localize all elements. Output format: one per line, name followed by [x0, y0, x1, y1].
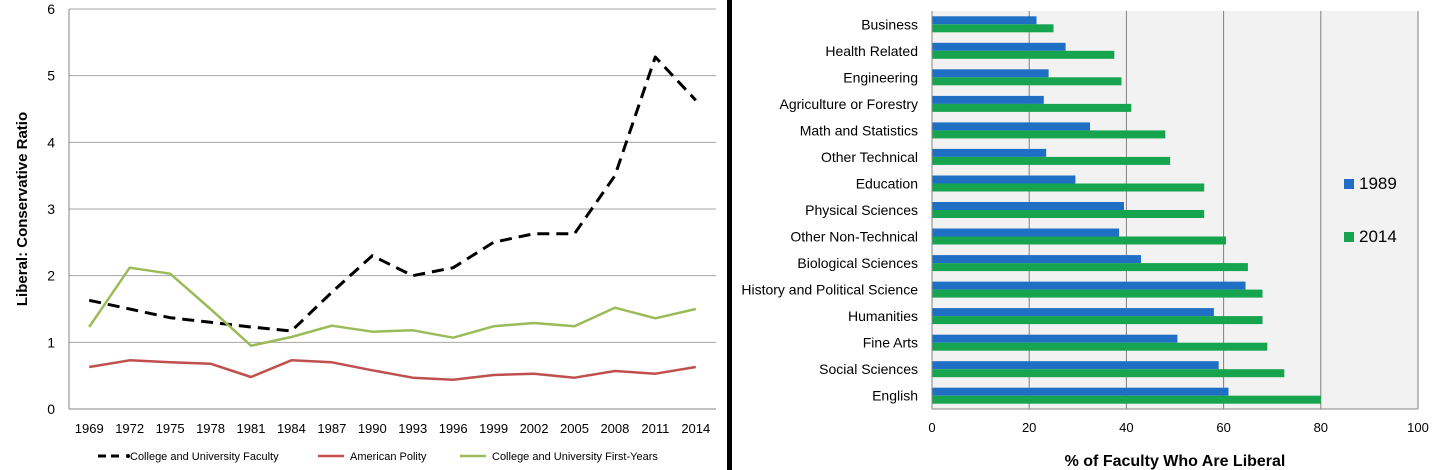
category-label: Business	[861, 16, 918, 32]
x-tick-label: 1993	[398, 421, 427, 436]
bar	[932, 156, 1171, 165]
x-tick-label: 1972	[115, 421, 144, 436]
bar	[932, 122, 1090, 131]
x-tick-label: 2011	[641, 421, 669, 436]
category-label: English	[872, 388, 918, 404]
category-label: Other Technical	[821, 149, 918, 165]
legend-label: American Polity	[350, 451, 427, 463]
bar	[932, 16, 1037, 25]
x-tick-label: 2005	[560, 421, 589, 436]
y-tick-label: 6	[47, 1, 55, 17]
x-tick-label: 1969	[75, 421, 104, 436]
category-label: Social Sciences	[819, 361, 918, 377]
category-label: History and Political Science	[741, 282, 918, 298]
y-tick-label: 1	[47, 334, 55, 350]
bar	[932, 308, 1214, 317]
x-tick-label: 2014	[681, 421, 710, 436]
bar	[932, 42, 1066, 51]
x-tick-label: 80	[1314, 420, 1328, 435]
bar	[932, 387, 1229, 396]
bar	[932, 130, 1166, 139]
bar	[932, 24, 1054, 33]
category-label: Health Related	[825, 43, 918, 59]
x-tick-label: 1990	[358, 421, 387, 436]
bar	[932, 289, 1263, 298]
x-tick-label: 40	[1119, 420, 1133, 435]
x-tick-label: 1987	[317, 421, 346, 436]
bar	[932, 263, 1248, 272]
x-tick-label: 100	[1407, 420, 1429, 435]
y-tick-label: 2	[47, 268, 55, 284]
legend-marker	[126, 454, 130, 458]
x-tick-label: 60	[1216, 420, 1230, 435]
x-tick-label: 0	[928, 420, 935, 435]
series-line	[88, 55, 697, 333]
bar-chart: 0 20 40 60 80 100 Business Health Related Engine…	[741, 11, 1429, 470]
bar	[932, 175, 1076, 184]
series-line	[88, 359, 697, 381]
bar	[932, 228, 1120, 237]
y-tick-label: 3	[47, 201, 55, 217]
legend-label: 2014	[1359, 227, 1397, 246]
x-tick-label: 1999	[479, 421, 508, 436]
category-label: Engineering	[843, 69, 918, 85]
bar	[932, 369, 1285, 378]
panel-divider	[727, 0, 732, 470]
bar	[932, 95, 1044, 104]
bar	[932, 236, 1226, 245]
x-tick-label: 1981	[237, 421, 266, 436]
bar	[932, 69, 1049, 78]
x-tick-label: 2008	[600, 421, 629, 436]
bar	[932, 202, 1124, 210]
category-label: Education	[856, 175, 918, 191]
category-label: Other Non-Technical	[790, 229, 918, 245]
y-tick-label: 0	[47, 401, 55, 417]
bar	[932, 148, 1047, 157]
legend-swatch	[1344, 179, 1354, 189]
bar	[932, 50, 1115, 59]
bar	[932, 342, 1268, 351]
bar	[932, 210, 1205, 218]
bar	[932, 255, 1141, 264]
bar	[932, 281, 1246, 290]
bar	[932, 334, 1178, 343]
category-label: Biological Sciences	[797, 255, 918, 271]
x-tick-label: 1978	[196, 421, 225, 436]
category-label: Humanities	[848, 308, 918, 324]
bar	[932, 395, 1321, 404]
x-axis-label: % of Faculty Who Are Liberal	[1065, 453, 1286, 470]
legend-swatch	[1344, 232, 1354, 242]
x-tick-label: 1975	[156, 421, 185, 436]
series-line	[88, 266, 697, 347]
bar	[932, 103, 1132, 112]
bar	[932, 183, 1205, 192]
category-label: Math and Statistics	[800, 122, 918, 138]
category-label: Physical Sciences	[805, 202, 918, 218]
category-label: Fine Arts	[863, 335, 918, 351]
category-label: Agriculture or Forestry	[780, 96, 918, 112]
legend-label: College and University Faculty	[130, 451, 279, 463]
legend-label: College and University First-Years	[492, 451, 658, 463]
legend-label: 1989	[1359, 174, 1397, 193]
bar	[932, 316, 1263, 325]
x-tick-label: 1984	[277, 421, 306, 436]
bar	[932, 77, 1122, 86]
x-tick-label: 20	[1022, 420, 1036, 435]
line-chart: 0 1 2 3 4 5 6 1969 1972 1975 1978 1981 1984 1987 1990 1…	[14, 1, 716, 463]
x-tick-label: 2002	[520, 421, 549, 436]
y-tick-label: 4	[47, 134, 55, 150]
y-tick-label: 5	[47, 68, 55, 84]
x-tick-label: 1996	[439, 421, 468, 436]
bar	[932, 361, 1219, 370]
y-axis-label: Liberal: Conservative Ratio	[14, 112, 31, 306]
